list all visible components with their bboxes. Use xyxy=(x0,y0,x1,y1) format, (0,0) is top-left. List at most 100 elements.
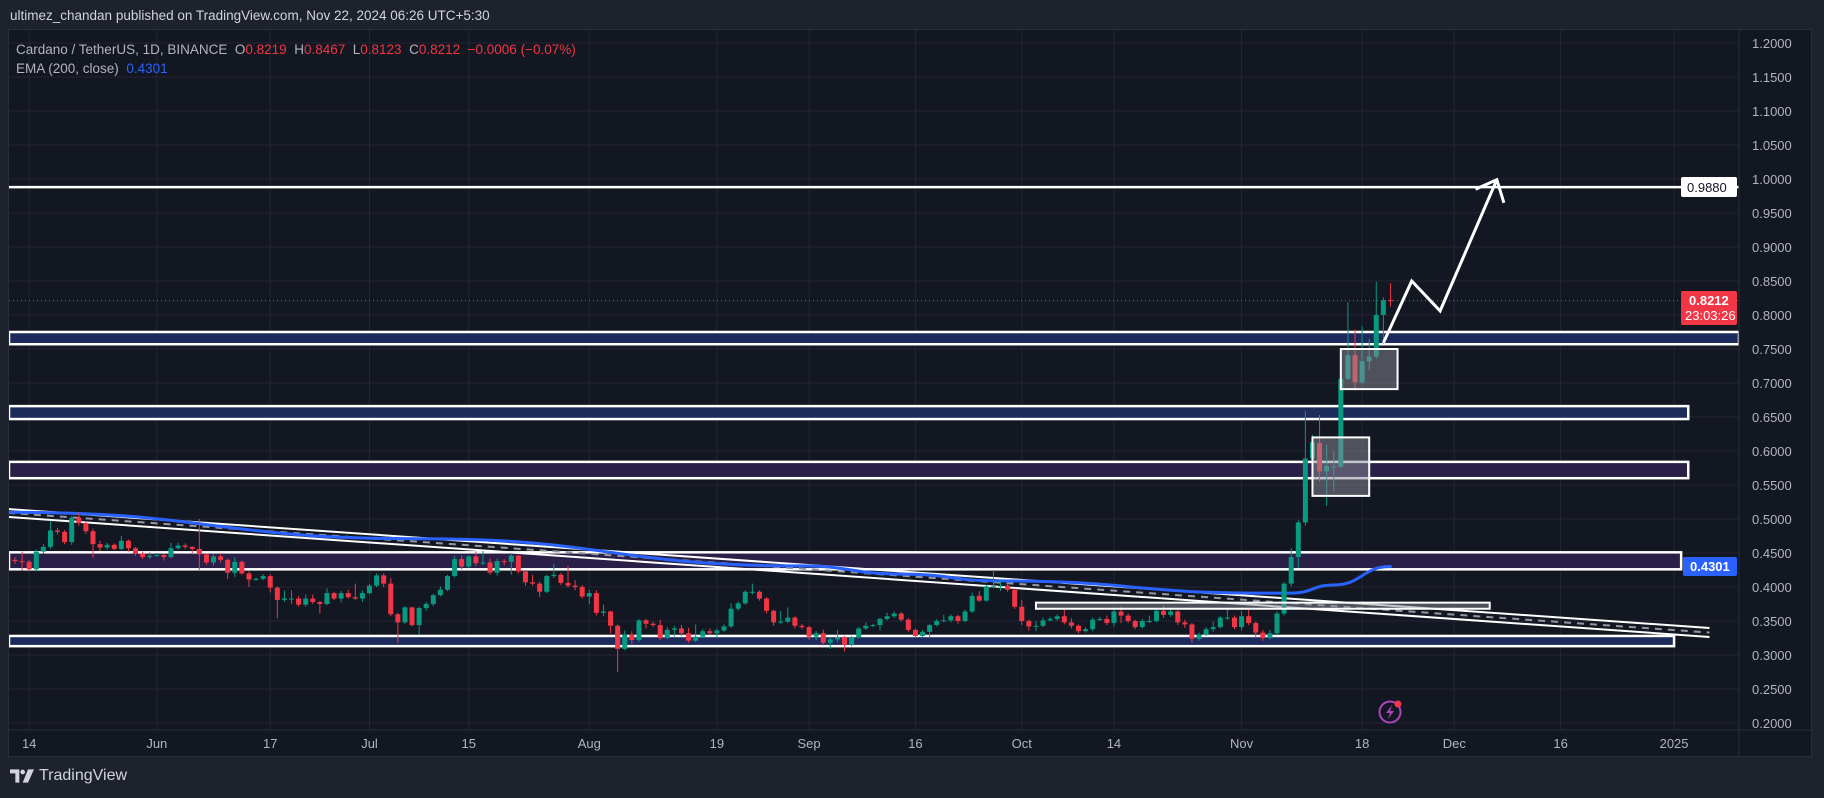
candle-body xyxy=(140,553,146,558)
candle-body xyxy=(274,587,280,600)
candle-body xyxy=(1295,522,1301,558)
candle-body xyxy=(1302,458,1308,523)
symbol-title[interactable]: Cardano / TetherUS, 1D, BINANCE xyxy=(16,42,228,57)
candle-body xyxy=(629,634,635,641)
candle-body xyxy=(1338,378,1344,467)
candle-body xyxy=(111,544,117,549)
notification-dot xyxy=(1394,700,1402,708)
boxes xyxy=(1034,348,1491,610)
footer: TradingView xyxy=(10,767,127,785)
candle-body xyxy=(969,595,975,612)
candle-body xyxy=(374,575,380,586)
candle-body xyxy=(480,562,486,564)
x-tick-label: 2025 xyxy=(1660,736,1689,751)
candle-body xyxy=(1061,616,1067,623)
last-price-label-bg xyxy=(1681,291,1737,325)
candle-body xyxy=(544,576,550,592)
candle-body xyxy=(1068,622,1074,626)
candle-body xyxy=(331,593,337,599)
x-tick-label: 16 xyxy=(1553,736,1567,751)
x-tick-label: 15 xyxy=(462,736,476,751)
candle-body xyxy=(1373,315,1379,357)
ema-label[interactable]: EMA (200, close) xyxy=(16,61,119,76)
candle-body xyxy=(1260,632,1266,638)
candle-body xyxy=(168,548,174,558)
x-tick-label: Jun xyxy=(146,736,167,751)
candle-body xyxy=(69,517,75,543)
candle-body xyxy=(303,598,309,605)
time-axis[interactable]: 14 Jun 17 Jul 15 Aug 19 Sep 16 Oct 14 Nov 18 Dec 16 202… xyxy=(22,736,1689,751)
lightning-bolt-icon[interactable] xyxy=(1378,700,1402,724)
candle-body xyxy=(735,603,741,609)
support-resistance-zone xyxy=(9,634,1676,648)
candle-body xyxy=(1076,625,1081,632)
candle-body xyxy=(558,574,564,583)
grid xyxy=(9,30,1739,730)
candle-body xyxy=(693,636,699,641)
channel-lower-line xyxy=(9,516,1710,638)
ema-legend-row: EMA (200, close) 0.4301 xyxy=(16,59,576,78)
candle-body xyxy=(820,633,826,643)
candle-body xyxy=(593,593,599,613)
candle-body xyxy=(310,598,316,602)
candle-body xyxy=(345,593,351,598)
candle-body xyxy=(778,621,784,623)
candle-body xyxy=(133,548,139,554)
plot-area[interactable] xyxy=(8,177,1739,672)
candle-body xyxy=(998,585,1004,587)
candle-body xyxy=(1387,300,1393,302)
candle-body xyxy=(473,556,479,564)
candle-body xyxy=(664,629,670,638)
candle-body xyxy=(927,625,933,632)
candle-body xyxy=(1019,606,1025,621)
candle-body xyxy=(1012,589,1018,607)
support-resistance-zone xyxy=(9,330,1739,346)
y-tick-label: 1.0000 xyxy=(1752,172,1792,187)
candle-body xyxy=(827,639,833,643)
x-tick-label: Oct xyxy=(1012,736,1033,751)
footer-brand[interactable]: TradingView xyxy=(39,767,128,784)
candle-body xyxy=(1054,616,1060,619)
symbol-legend-row: Cardano / TetherUS, 1D, BINANCE O0.8219 … xyxy=(16,40,576,59)
low-value: 0.8123 xyxy=(360,42,402,57)
candle-body xyxy=(636,620,642,641)
y-tick-label: 0.9500 xyxy=(1752,206,1792,221)
price-axis[interactable]: 1.2000 1.1500 1.1000 1.0500 1.0000 0.9500 0.90… xyxy=(1752,36,1792,731)
candle-body xyxy=(537,583,543,592)
candle-body xyxy=(863,625,869,629)
high-value: 0.8467 xyxy=(303,42,346,57)
candle-body xyxy=(437,589,443,596)
candle-body xyxy=(289,598,295,600)
candle-body xyxy=(572,585,578,587)
y-tick-label: 1.0500 xyxy=(1752,138,1792,153)
x-tick-label: 14 xyxy=(1107,736,1121,751)
candle-body xyxy=(1246,616,1252,624)
candle-body xyxy=(409,607,415,626)
candle-body xyxy=(1146,621,1152,622)
y-tick-label: 1.2000 xyxy=(1752,36,1792,51)
candle-body xyxy=(416,608,422,626)
y-tick-label: 0.2500 xyxy=(1752,682,1792,697)
candle-body xyxy=(579,587,585,597)
candle-body xyxy=(175,545,181,549)
candle-body xyxy=(40,546,46,552)
zones xyxy=(9,185,1739,648)
x-tick-label: 16 xyxy=(908,736,922,751)
level-price-label-bg xyxy=(1681,177,1737,197)
tradingview-logo-icon[interactable] xyxy=(10,769,34,783)
price-labels: 0.9880 0.8212 23:03:26 0.4301 xyxy=(1681,177,1737,576)
support-resistance-zone xyxy=(9,460,1690,480)
candle-body xyxy=(76,517,82,524)
candle-body xyxy=(912,629,918,636)
candle-body xyxy=(1196,634,1202,639)
y-tick-label: 1.1000 xyxy=(1752,104,1792,119)
candle-body xyxy=(799,625,805,628)
candle-body xyxy=(203,554,209,563)
candle-body xyxy=(764,598,770,611)
candle-body xyxy=(849,637,855,645)
candle-body xyxy=(1104,618,1110,624)
candle-body xyxy=(1139,621,1145,628)
y-tick-label: 0.5500 xyxy=(1752,478,1792,493)
candle-body xyxy=(1267,633,1273,638)
